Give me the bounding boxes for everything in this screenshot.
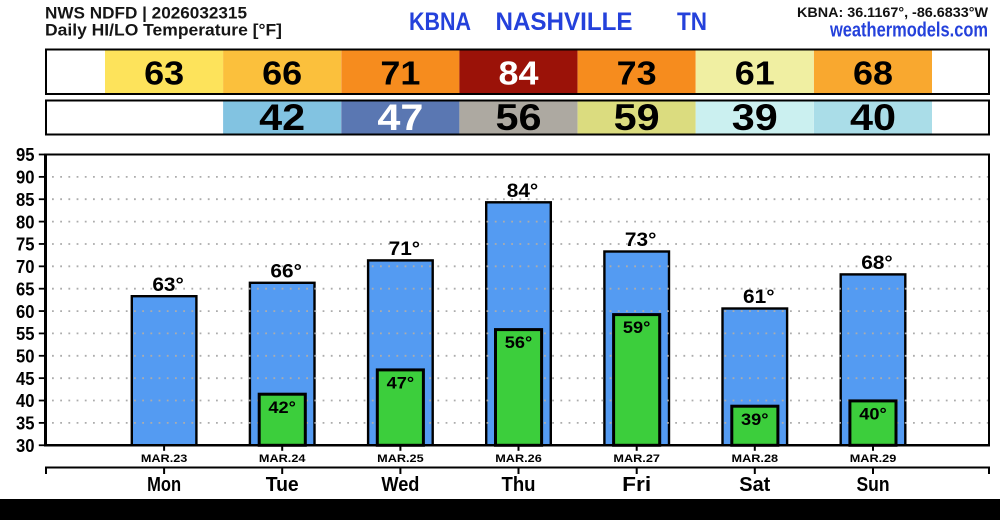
svg-text:MAR.28: MAR.28 [732,453,779,465]
svg-text:75: 75 [16,235,35,255]
svg-text:61°: 61° [743,286,775,308]
svg-text:65: 65 [16,279,35,299]
svg-text:59: 59 [614,97,660,138]
svg-text:MAR.24: MAR.24 [259,453,307,465]
svg-text:Thu: Thu [502,473,536,496]
svg-text:Sat: Sat [739,473,770,496]
svg-text:66: 66 [262,55,302,92]
svg-text:63: 63 [144,55,184,92]
svg-text:73°: 73° [625,229,657,251]
svg-text:84: 84 [499,55,540,92]
svg-text:45: 45 [16,369,35,389]
svg-text:NASHVILLE: NASHVILLE [496,9,633,36]
svg-text:TN: TN [677,9,707,36]
svg-text:70: 70 [16,257,35,277]
svg-text:95: 95 [16,145,35,165]
svg-text:KBNA: 36.1167°, -86.6833°W: KBNA: 36.1167°, -86.6833°W [797,5,988,20]
svg-text:Mon: Mon [147,473,181,496]
svg-text:68°: 68° [861,252,893,274]
svg-text:56: 56 [496,97,542,138]
svg-text:90: 90 [16,168,35,188]
svg-text:42: 42 [259,97,305,138]
svg-text:MAR.29: MAR.29 [850,453,897,465]
svg-text:71°: 71° [389,238,421,260]
svg-text:NWS NDFD | 2026032315: NWS NDFD | 2026032315 [45,4,247,23]
svg-text:MAR.25: MAR.25 [377,453,424,465]
svg-text:68: 68 [853,55,893,92]
svg-text:84°: 84° [507,180,539,202]
svg-text:MAR.26: MAR.26 [495,453,542,465]
svg-text:Sun: Sun [857,473,890,496]
svg-text:42°: 42° [268,398,296,417]
svg-text:60: 60 [16,302,35,322]
svg-text:80: 80 [16,212,35,232]
svg-text:59°: 59° [623,318,651,337]
svg-text:47: 47 [377,97,423,138]
svg-text:39°: 39° [741,410,769,429]
svg-text:Fri: Fri [622,473,651,496]
svg-text:47°: 47° [387,374,415,393]
svg-text:39: 39 [732,97,778,138]
svg-text:MAR.27: MAR.27 [613,453,660,465]
svg-text:61: 61 [735,55,775,92]
svg-text:66°: 66° [270,261,302,283]
svg-text:Daily HI/LO Temperature [°F]: Daily HI/LO Temperature [°F] [45,20,282,39]
svg-text:35: 35 [16,414,35,434]
svg-text:40: 40 [16,391,35,411]
svg-text:30: 30 [16,436,35,456]
svg-text:40°: 40° [859,405,887,424]
svg-text:63°: 63° [152,274,184,296]
svg-text:weathermodels.com: weathermodels.com [829,19,988,41]
svg-text:55: 55 [16,324,35,344]
svg-text:85: 85 [16,190,35,210]
svg-text:Wed: Wed [381,473,419,496]
svg-text:71: 71 [380,55,420,92]
svg-text:50: 50 [16,347,35,367]
svg-text:73: 73 [617,55,657,92]
svg-text:Tue: Tue [266,473,299,496]
svg-text:MAR.23: MAR.23 [141,453,188,465]
svg-text:56°: 56° [505,333,533,352]
svg-text:40: 40 [850,97,896,138]
svg-text:KBNA: KBNA [409,9,471,36]
